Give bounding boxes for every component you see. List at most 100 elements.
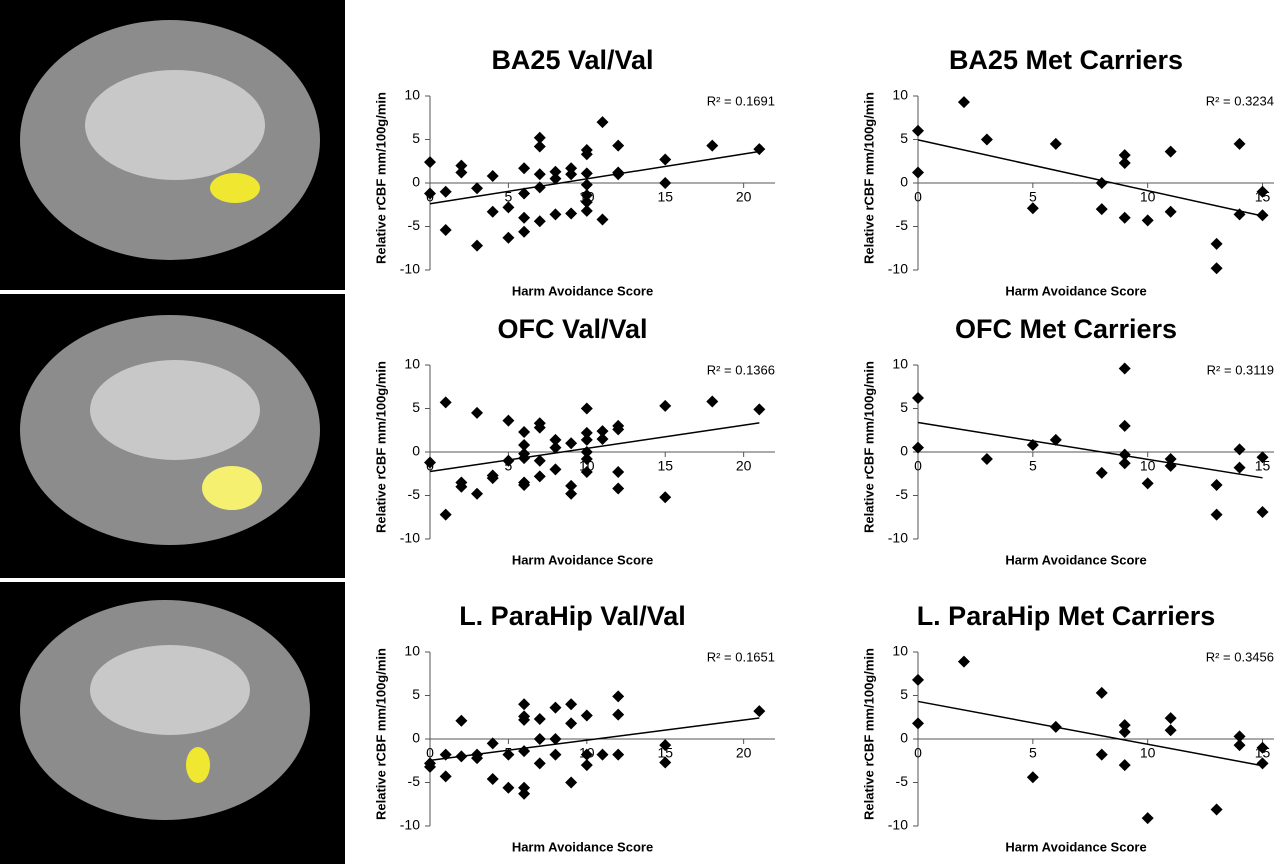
chart-title: BA25 Met Carriers [949,45,1183,75]
point [424,156,436,168]
point [502,782,514,794]
point [612,466,624,478]
point [1234,138,1246,150]
y-tick-label: -10 [400,817,420,833]
y-tick-label: 5 [900,686,908,702]
point [659,491,671,503]
point [487,206,499,218]
highlight [186,747,210,783]
point [455,715,467,727]
point [912,717,924,729]
point [659,400,671,412]
point [597,214,609,226]
y-tick-label: -10 [400,261,420,277]
point [581,434,593,446]
point [912,392,924,404]
point [455,167,467,179]
point [958,656,970,668]
point [471,488,483,500]
point [612,709,624,721]
y-tick-label: -10 [888,530,908,546]
point [597,433,609,445]
x-tick-label: 5 [1029,189,1037,205]
x-axis-label: Harm Avoidance Score [512,552,653,567]
x-axis-label: Harm Avoidance Score [512,283,653,298]
point [549,208,561,220]
x-tick-label: 0 [914,745,922,761]
point [1027,771,1039,783]
x-tick-label: 15 [657,189,673,205]
point [597,116,609,128]
annotation: R² = 0.3119 [1207,362,1274,377]
x-tick-label: 20 [736,458,752,474]
point [612,749,624,761]
point [534,215,546,227]
y-tick-label: 10 [892,643,908,659]
brain-images [0,0,345,864]
point [1257,506,1269,518]
page: BA25 Val/ValR² = 0.1691Harm Avoidance Sc… [0,0,1284,864]
chart-title: L. ParaHip Met Carriers [917,601,1216,631]
point [502,415,514,427]
point [1119,726,1131,738]
point [612,140,624,152]
x-tick-label: 0 [914,189,922,205]
point [912,125,924,137]
point [912,167,924,179]
point [518,162,530,174]
chart-title: BA25 Val/Val [491,45,653,75]
y-tick-label: -10 [888,261,908,277]
point [1211,479,1223,491]
point [487,773,499,785]
highlight [202,466,262,510]
point [549,702,561,714]
point [1096,203,1108,215]
y-tick-label: 10 [892,356,908,372]
y-tick-label: 0 [900,174,908,190]
point [1165,206,1177,218]
point [1142,214,1154,226]
point [565,207,577,219]
point [1257,209,1269,221]
chart-title: OFC Val/Val [497,314,647,344]
x-tick-label: 0 [914,458,922,474]
y-tick-label: -5 [896,486,909,502]
point [534,168,546,180]
point [1119,157,1131,169]
point [518,212,530,224]
brain-shape [90,360,260,460]
x-tick-label: 10 [1140,745,1156,761]
point [1142,812,1154,824]
annotation: R² = 0.3456 [1206,649,1274,664]
point [1234,462,1246,474]
point [1096,177,1108,189]
point [597,749,609,761]
point [534,470,546,482]
point [1119,212,1131,224]
point [1119,759,1131,771]
point [549,749,561,761]
point [534,713,546,725]
x-axis-label: Harm Avoidance Score [512,839,653,854]
point [440,224,452,236]
point [612,483,624,495]
y-tick-label: -5 [408,217,421,233]
point [1165,724,1177,736]
point [440,186,452,198]
point [1050,138,1062,150]
point [1211,262,1223,274]
y-tick-label: 0 [900,730,908,746]
point [455,750,467,762]
point [1165,712,1177,724]
x-axis-label: Harm Avoidance Score [1005,283,1146,298]
trend-line [918,701,1263,765]
y-tick-label: -10 [400,530,420,546]
y-axis-label: Relative rCBF mm/100g/min [861,92,876,264]
point [534,757,546,769]
point [534,733,546,745]
annotation: R² = 0.1651 [707,649,775,664]
x-tick-label: 15 [657,458,673,474]
x-tick-label: 20 [736,745,752,761]
chart-title: OFC Met Carriers [955,314,1177,344]
point [1165,146,1177,158]
